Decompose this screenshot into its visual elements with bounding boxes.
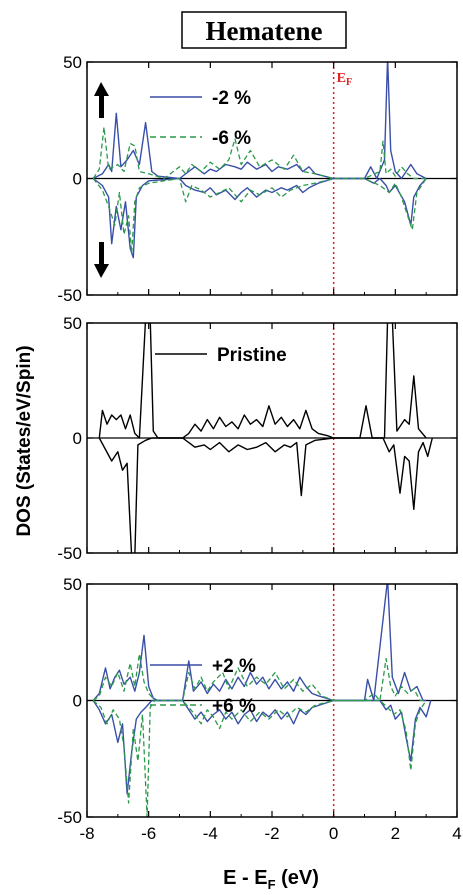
panel-strain-negative: -50 0 50 -2 % -6 % EF	[57, 53, 458, 305]
legend-label: +2 %	[212, 656, 256, 677]
plot-area: -50 0 50 -2 % -6 % EF -50 0 50 Pristine -50 0 50 +2 %…	[57, 53, 461, 843]
y-tick-label: 0	[73, 429, 82, 448]
x-tick-label: 2	[391, 824, 400, 843]
series-2-spin-down	[92, 177, 427, 254]
chart-title-group: Hematene	[181, 11, 347, 49]
panel-pristine: -50 0 50 Pristine	[57, 314, 458, 563]
title-box	[181, 11, 347, 49]
x-tick-label: -8	[79, 824, 94, 843]
x-tick-label: -2	[264, 824, 279, 843]
y-tick-label: -50	[57, 544, 82, 563]
legend-label: -2 %	[212, 88, 251, 109]
fermi-label-main: E	[337, 71, 346, 86]
x-tick-label: 4	[452, 824, 461, 843]
series-group	[98, 323, 433, 553]
fermi-label-subscript: F	[346, 77, 352, 88]
legend-label: Pristine	[217, 345, 287, 366]
y-tick-label: -50	[57, 286, 82, 305]
series-2-spin-up	[92, 126, 427, 180]
series-1-spin-down	[92, 177, 427, 259]
x-axis-label: E - EF (eV)	[223, 867, 319, 892]
series-1-spin-up	[92, 62, 427, 180]
x-axis-label-unit: (eV)	[276, 867, 319, 889]
legend-label: +6 %	[212, 696, 256, 717]
series-group	[92, 62, 427, 259]
series-1-spin-up	[98, 323, 427, 439]
spin-down-arrow-icon	[94, 242, 109, 278]
chart-title: Hematene	[206, 16, 323, 46]
x-tick-label: 0	[329, 824, 338, 843]
x-axis-label-main: E - E	[223, 867, 267, 889]
y-tick-label: 50	[63, 314, 82, 333]
y-tick-label: 0	[73, 170, 82, 189]
series-1-spin-up	[92, 584, 427, 702]
y-axis-label: DOS (States/eV/Spin)	[14, 345, 35, 536]
panel-strain-positive: -50 0 50 +2 % +6 %	[57, 575, 458, 827]
series-2-spin-down	[92, 699, 427, 817]
y-tick-label: 50	[63, 575, 82, 594]
y-tick-label: 50	[63, 53, 82, 72]
series-1-spin-down	[98, 437, 433, 553]
series-group	[92, 584, 432, 817]
series-2-spin-up	[92, 653, 427, 702]
y-tick-label: -50	[57, 808, 82, 827]
x-tick-label: -6	[141, 824, 156, 843]
fermi-level-label: EF	[337, 71, 352, 88]
x-axis-label-subscript: F	[268, 877, 276, 892]
y-tick-label: 0	[73, 692, 82, 711]
x-tick-label: -4	[203, 824, 218, 843]
spin-up-arrow-icon	[94, 82, 109, 118]
legend-label: -6 %	[212, 128, 251, 149]
